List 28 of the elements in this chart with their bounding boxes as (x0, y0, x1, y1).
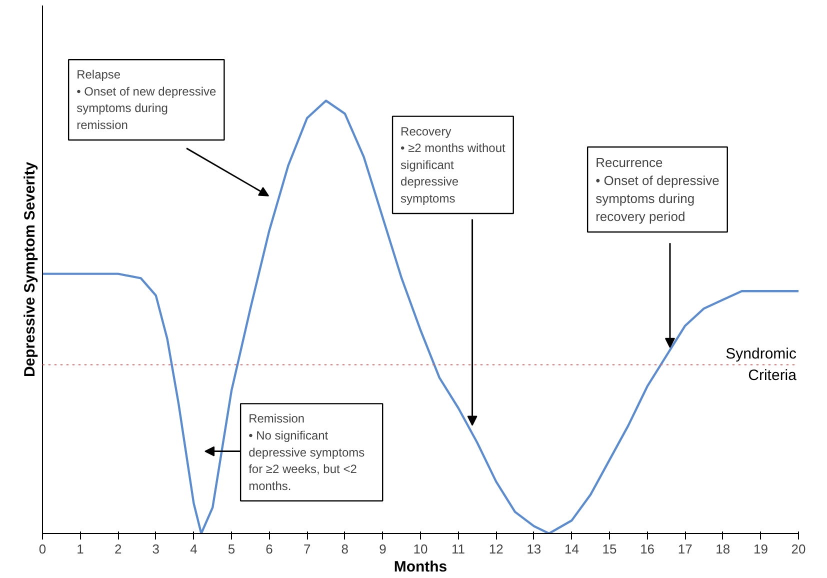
x-tick-label: 16 (640, 542, 655, 556)
x-tick-label: 14 (564, 542, 579, 556)
x-tick-label: 20 (791, 542, 806, 556)
x-tick-label: 1 (76, 542, 84, 556)
x-tick-label: 7 (303, 542, 311, 556)
x-tick-label: 3 (152, 542, 160, 556)
annotation: Recovery • ≥2 months without significant depressive symptoms (400, 124, 506, 206)
annotation: Remission • No significant depressive symptoms for ≥2 weeks, but <2 months. (248, 412, 365, 493)
x-tick-label: 18 (716, 542, 730, 556)
x-tick-label: 8 (341, 542, 349, 556)
y-axis-title: Depressive Symptom Severity (22, 161, 38, 378)
x-tick-label: 19 (753, 542, 768, 556)
ref-line-label: Syndromic Criteria (726, 346, 798, 384)
x-tick-label: 10 (413, 542, 428, 556)
x-axis-title: Months (394, 558, 448, 576)
x-tick-label: 12 (488, 542, 504, 556)
x-tick-label: 0 (38, 542, 46, 556)
annotation: Relapse • Onset of new depressive symptoms during remission (76, 68, 217, 132)
x-tick-label: 11 (452, 542, 466, 556)
x-tick-label: 9 (379, 542, 386, 556)
x-tick-label: 5 (228, 542, 236, 556)
x-tick-label: 4 (190, 542, 198, 556)
x-tick-label: 6 (266, 542, 273, 556)
x-tick-label: 2 (114, 542, 122, 556)
annotation: Recurrence • Onset of depressive symptoms during recovery period (596, 155, 720, 224)
x-tick-label: 17 (678, 542, 692, 556)
x-tick-label: 15 (602, 542, 617, 556)
x-tick-label: 13 (526, 542, 542, 556)
